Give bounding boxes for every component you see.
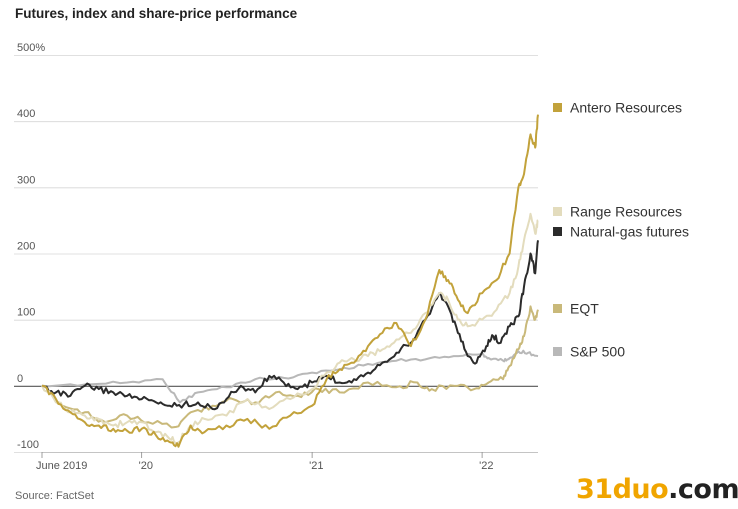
y-tick-label: 500%	[17, 42, 45, 54]
series-line-antero-resources	[41, 114, 539, 448]
x-tick-label: '20	[139, 460, 153, 472]
y-tick-label: 400	[17, 108, 35, 120]
series-line-s-p-500	[41, 349, 539, 404]
legend-label: EQT	[570, 301, 599, 317]
watermark-part2: .com	[668, 474, 738, 505]
legend-swatch	[553, 103, 562, 112]
y-tick-label: 200	[17, 241, 35, 253]
legend-label: Range Resources	[570, 204, 682, 220]
source-note: Source: FactSet	[15, 490, 94, 502]
series-line-eqt	[41, 305, 539, 429]
y-tick-label: 100	[17, 307, 35, 319]
legend-label: Natural-gas futures	[570, 224, 689, 240]
series-line-natural-gas-futures	[41, 240, 539, 411]
chart-title: Futures, index and share-price performan…	[15, 6, 298, 21]
legend-swatch	[553, 347, 562, 356]
legend-swatch	[553, 304, 562, 313]
x-tick-label: June 2019	[36, 460, 87, 472]
legend-label: S&P 500	[570, 344, 625, 360]
y-tick-label: -100	[17, 439, 39, 451]
watermark-logo: 31duo.com	[576, 474, 738, 505]
y-tick-label: 300	[17, 174, 35, 186]
legend-label: Antero Resources	[570, 100, 682, 116]
watermark-part1: 31duo	[576, 474, 669, 505]
y-tick-label: 0	[17, 373, 23, 385]
series-line-range-resources	[41, 212, 539, 446]
x-tick-label: '21	[309, 460, 323, 472]
legend-swatch	[553, 227, 562, 236]
x-tick-label: '22	[479, 460, 493, 472]
legend-swatch	[553, 207, 562, 216]
